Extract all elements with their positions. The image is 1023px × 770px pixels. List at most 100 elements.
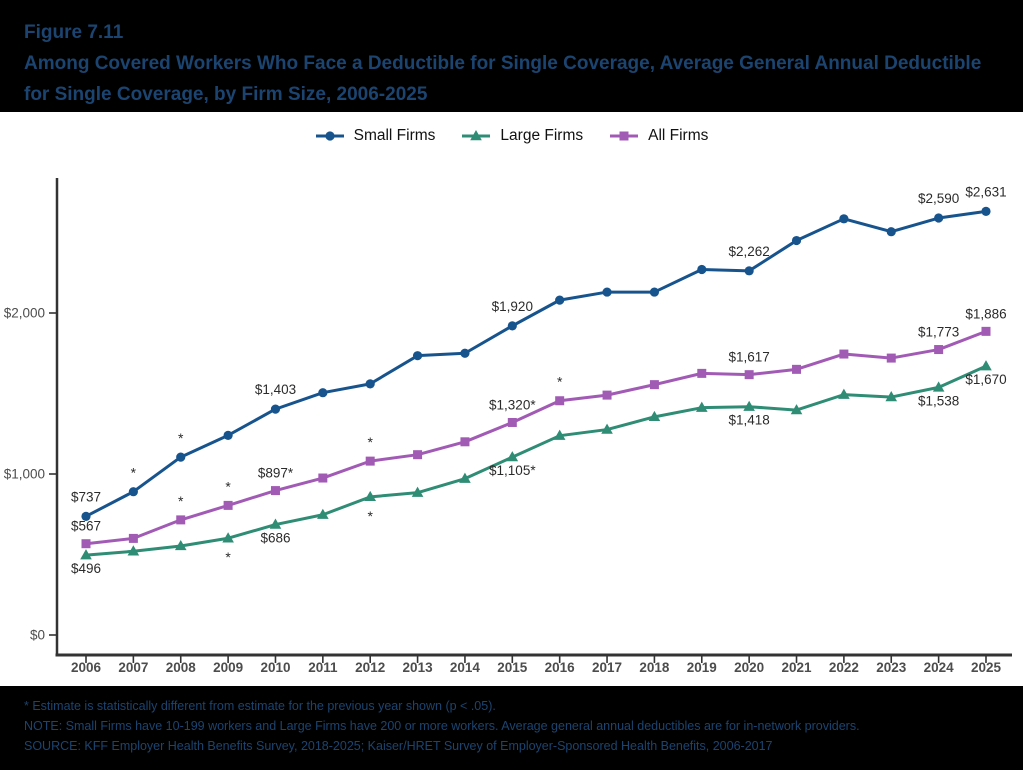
data-point-label: $2,262: [729, 244, 770, 259]
data-point-triangle: [364, 490, 377, 502]
data-point-label: $1,617: [729, 350, 770, 365]
data-point-triangle: [174, 539, 187, 551]
y-axis-tick-label: $1,000: [4, 467, 45, 482]
legend-circle-marker-icon: [315, 131, 344, 141]
data-point-label: $496: [71, 561, 101, 576]
x-axis-year-label: 2013: [403, 660, 434, 675]
data-point-square: [981, 326, 991, 336]
data-point-triangle: [790, 404, 803, 415]
data-point-triangle: [317, 508, 329, 519]
data-point-label: $1,773: [918, 325, 959, 340]
x-axis-year-label: 2018: [639, 660, 670, 675]
data-point-triangle: [80, 549, 92, 560]
figure-number: Figure 7.11: [24, 22, 124, 43]
legend-square-marker-icon: [610, 131, 639, 141]
x-axis-year-label: 2021: [781, 660, 812, 675]
data-point-square: [792, 364, 802, 374]
series-small-firms: $737 $1,403 $1,920 $2,262 $2,590 $2,631 * *: [71, 184, 1007, 521]
footnote-source: SOURCE: KFF Employer Health Benefits Sur…: [24, 739, 773, 753]
chart-legend: Small Firms Large Firms All Firms: [0, 112, 1023, 160]
data-point-label: $567: [71, 519, 101, 534]
data-point-triangle: [932, 381, 945, 392]
data-point-triangle: [743, 400, 755, 411]
data-point-circle: [176, 452, 186, 462]
data-point-square: [413, 450, 423, 460]
data-point-label: $1,320*: [489, 397, 536, 412]
data-point-label: $1,920: [492, 299, 533, 314]
data-point-label: $1,886: [965, 306, 1006, 321]
figure-footnotes: * Estimate is statistically different fr…: [0, 686, 1023, 770]
legend-triangle-marker-icon: [462, 130, 491, 141]
data-point-square: [555, 396, 565, 406]
x-axis-year-label: 2012: [355, 660, 385, 675]
series-line: [84, 209, 988, 518]
data-point-circle: [507, 321, 517, 331]
data-point-circle: [886, 227, 896, 237]
data-point-circle: [223, 430, 233, 440]
data-point-triangle: [885, 391, 898, 402]
x-axis-year-label: 2009: [213, 660, 243, 675]
x-axis-year-label: 2023: [876, 660, 907, 675]
legend-item-all-firms: All Firms: [609, 127, 708, 145]
legend-label: Large Firms: [500, 127, 584, 144]
series-all-firms: $567 $897* $1,320* $1,617 $1,773 $1,886 * * * *: [71, 306, 1007, 549]
data-point-circle: [412, 351, 423, 361]
significance-asterisk: *: [557, 374, 563, 390]
x-axis-year-label: 2011: [308, 660, 338, 675]
data-point-square: [460, 437, 470, 447]
data-point-circle: [460, 348, 470, 358]
series-large-firms: $496 $686 $1,105* $1,418 $1,538 $1,670 * *: [71, 360, 1007, 576]
significance-asterisk: *: [178, 493, 184, 509]
data-point-label: $686: [260, 531, 290, 546]
significance-asterisk: *: [131, 465, 137, 481]
x-axis-year-label: 2022: [829, 660, 859, 675]
data-point-circle: [934, 213, 944, 223]
x-axis-year-label: 2010: [260, 660, 290, 675]
x-axis-year-label: 2008: [166, 660, 197, 675]
y-axis-tick-label: $0: [30, 628, 45, 643]
data-point-circle: [365, 379, 375, 389]
data-point-triangle: [980, 360, 992, 371]
data-point-square: [886, 353, 896, 363]
data-point-square: [934, 345, 944, 355]
series-line: [84, 329, 988, 546]
data-point-triangle: [838, 388, 850, 399]
data-point-square: [602, 390, 612, 400]
data-point-circle: [318, 388, 328, 398]
x-axis-year-label: 2020: [734, 660, 764, 675]
figure-header: Figure 7.11 Among Covered Workers Who Fa…: [0, 0, 1023, 112]
data-point-square: [507, 417, 517, 427]
data-point-square: [81, 539, 91, 549]
data-point-label: $1,538: [918, 393, 959, 408]
data-point-circle: [555, 295, 565, 305]
data-point-circle: [981, 206, 991, 217]
x-axis-year-label: 2015: [497, 660, 528, 675]
data-point-triangle: [411, 486, 424, 497]
data-point-label: $2,590: [918, 191, 959, 206]
data-point-square: [697, 368, 707, 378]
data-point-triangle: [222, 532, 234, 543]
data-point-triangle: [459, 472, 471, 483]
significance-asterisk: *: [225, 549, 231, 565]
x-axis-year-label: 2016: [545, 660, 576, 675]
data-point-triangle: [648, 410, 661, 422]
significance-asterisk: *: [367, 508, 373, 524]
data-point-triangle: [601, 423, 613, 434]
data-point-triangle: [553, 429, 566, 440]
y-axis-tick-label: $2,000: [4, 306, 45, 321]
data-point-circle: [791, 235, 802, 246]
legend-item-small-firms: Small Firms: [315, 127, 436, 145]
data-point-circle: [649, 287, 660, 297]
data-point-square: [223, 500, 233, 510]
footnote-significance: * Estimate is statistically different fr…: [24, 699, 496, 713]
significance-asterisk: *: [178, 430, 184, 446]
data-point-square: [649, 380, 659, 390]
x-axis-year-label: 2019: [687, 660, 717, 675]
x-axis-year-label: 2024: [924, 660, 955, 675]
legend-label: Small Firms: [353, 127, 436, 144]
data-point-triangle: [506, 451, 519, 462]
data-point-triangle: [269, 518, 282, 529]
significance-asterisk: *: [225, 478, 231, 494]
